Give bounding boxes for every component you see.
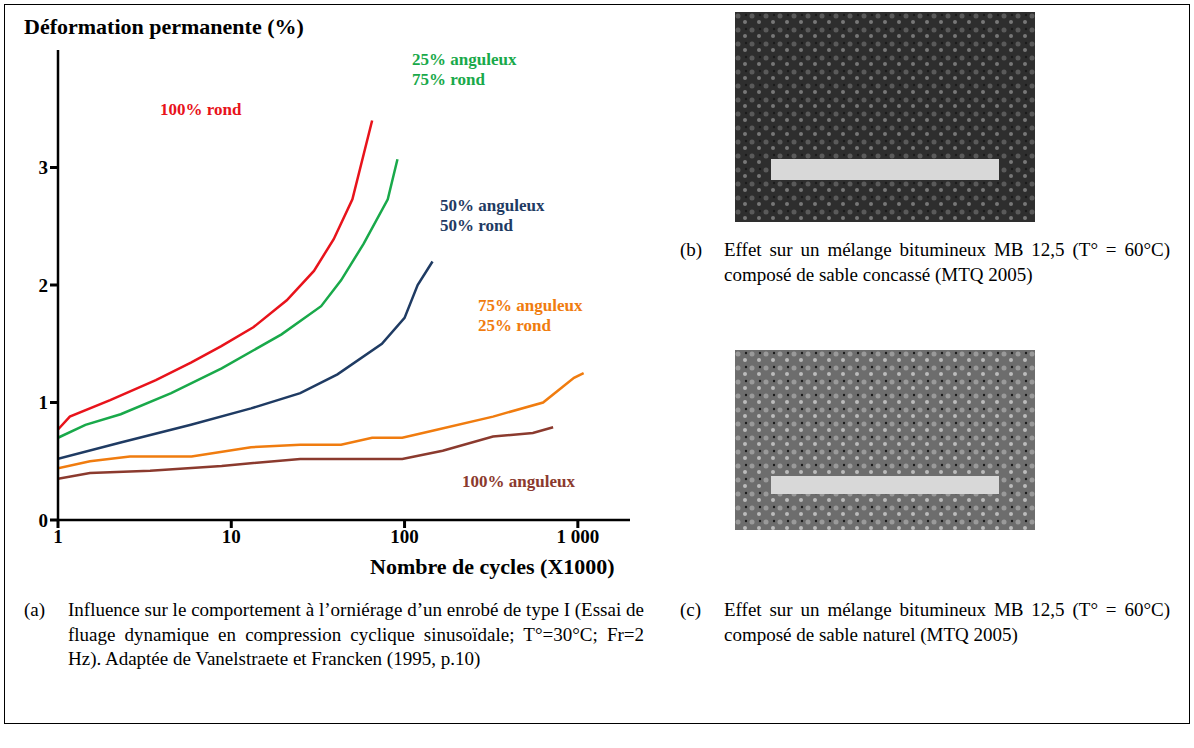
svg-text:3: 3 [39,157,49,178]
html-text:25% rond: 25% rond [478,316,551,336]
html-text:50% anguleux: 50% anguleux [440,196,545,215]
svg-text:1: 1 [39,392,49,413]
html-text:100% rond: 100% rond [160,100,242,119]
html-text:(c): (c) [680,599,702,620]
svg-text:1 000: 1 000 [556,526,599,547]
html-text:(b): (b) [680,239,703,260]
html-text:75% rond: 75% rond [412,70,485,90]
html-text:Nombre de cycles (X1000): Nombre de cycles (X1000) [370,554,615,579]
html-text:Effet sur un mélange bitumineu: Effet sur un mélange bitumineux MB 12,5 … [724,239,1170,285]
html-text:25% anguleux: 25% anguleux [412,50,517,69]
html-text:100% anguleux: 100% anguleux [462,472,575,491]
svg-text:100: 100 [390,526,419,547]
svg-text:2: 2 [39,275,49,296]
html-text:Effet sur un mélange bitumineu: Effet sur un mélange bitumineux MB 12,5 … [724,599,1170,645]
html-text:75% anguleux: 75% anguleux [478,296,583,315]
html-text:(a): (a) [24,599,46,620]
html-text:Influence sur le comportement: Influence sur le comportement à l’orniér… [68,599,644,670]
svg-text:10: 10 [222,526,241,547]
html-text:Déformation permanente (%): Déformation permanente (%) [24,14,304,39]
svg-text:0: 0 [39,510,49,531]
svg-text:1: 1 [53,526,63,547]
html-text:50% rond: 50% rond [440,216,513,236]
